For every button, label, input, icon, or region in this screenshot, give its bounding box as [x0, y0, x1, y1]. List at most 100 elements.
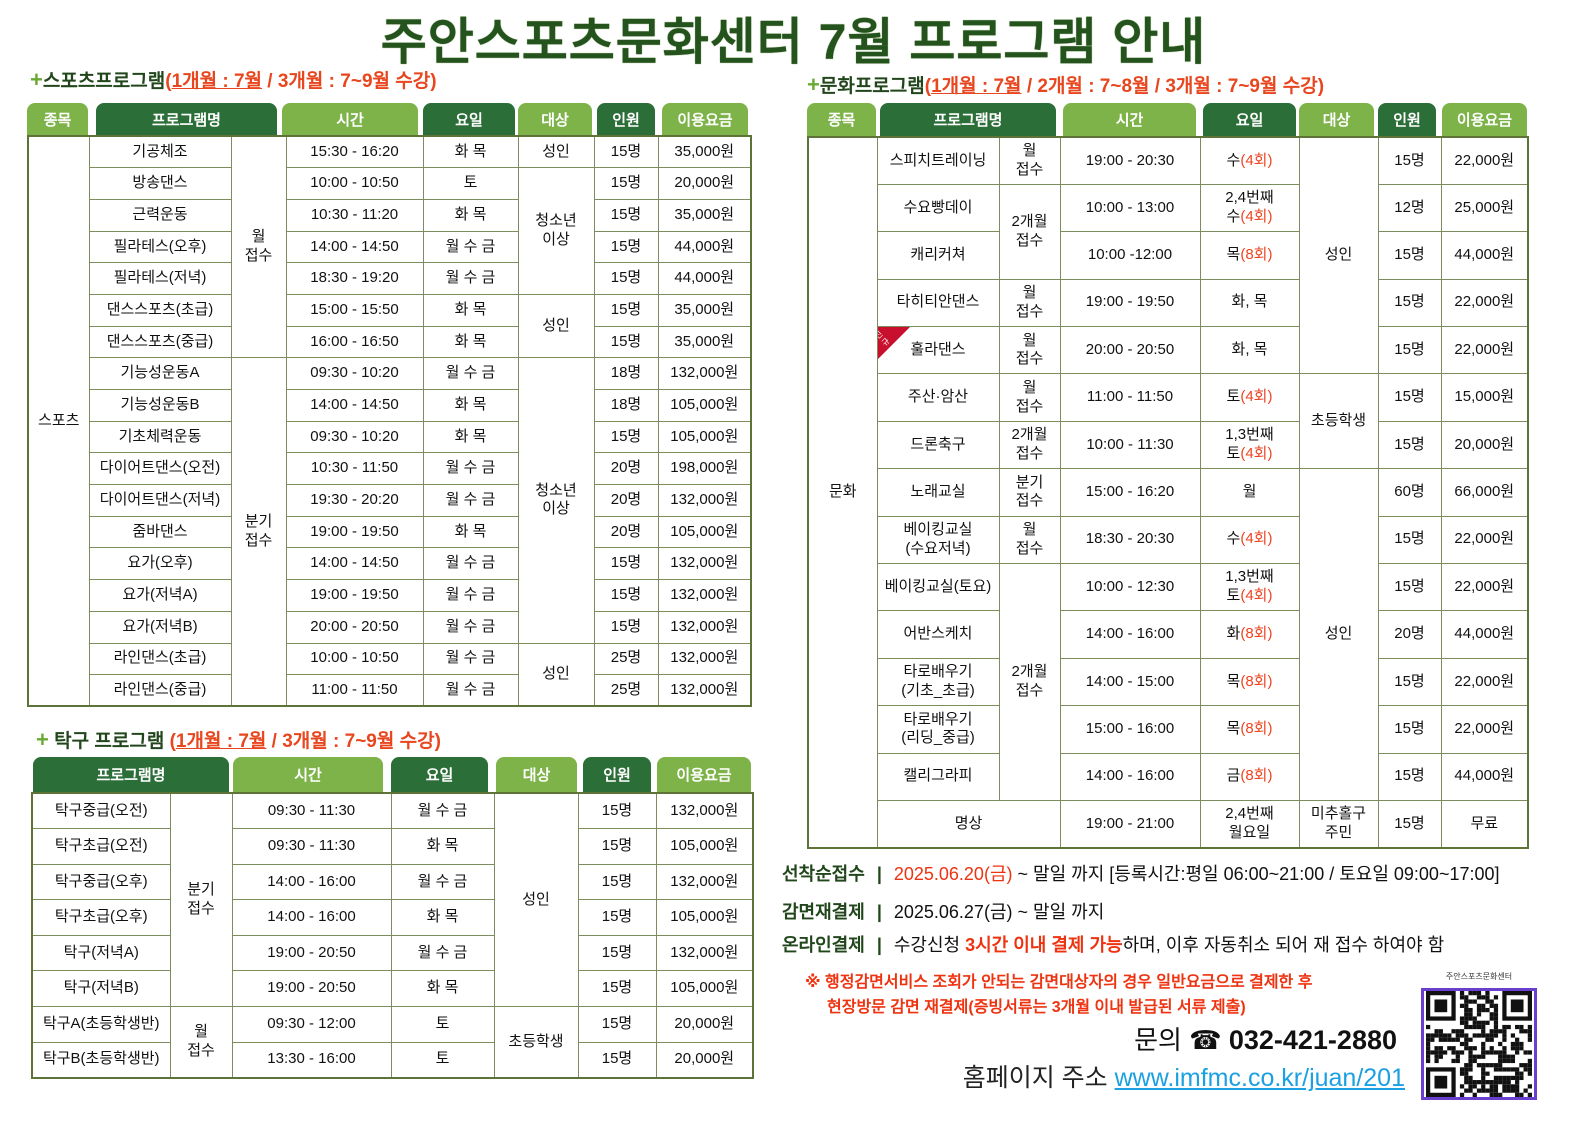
table-cell: 132,000원 — [657, 642, 752, 676]
table-cell: 스피치트레이닝 — [876, 136, 1000, 185]
cell-text: 105,000원 — [670, 979, 739, 997]
table-cell: 132,000원 — [657, 610, 752, 644]
table-cell: 44,000원 — [1440, 231, 1529, 280]
cell-text: 청소년 이상 — [535, 212, 577, 249]
table-row: 타로배우기 (기초_초급) 14:00 - 15:00 목(8회) 15명 22,000… — [808, 657, 1529, 707]
table-cell: 월 접수 — [998, 515, 1061, 565]
table-cell: 성인 — [1298, 468, 1379, 801]
cell-text: 화 목 — [454, 205, 487, 223]
homepage-link[interactable]: www.imfmc.co.kr/juan/201 — [1114, 1064, 1405, 1092]
table-cell: 15명 — [593, 293, 659, 327]
table-cell: 베이킹교실 (수요저녁) — [876, 515, 1000, 565]
cell-text: 20:00 - 20:50 — [1085, 340, 1175, 358]
table-cell: 미추홀구 주민 — [1298, 799, 1379, 849]
table-cell: 15명 — [1377, 231, 1442, 280]
table-cell: 19:00 - 20:30 — [1059, 136, 1201, 185]
table-cell: 목(8회) — [1199, 231, 1300, 280]
table-cell: 18:30 - 19:20 — [285, 262, 424, 295]
paren: ( — [924, 76, 932, 97]
table-cell: 15명 — [593, 579, 659, 612]
table-cell: 105,000원 — [655, 828, 754, 865]
qr-code[interactable] — [1421, 988, 1537, 1100]
table-cell: 탁구(저녁B) — [31, 970, 171, 1008]
cell-text: 15명 — [1394, 814, 1425, 832]
cell-text: 월 접수 — [1015, 284, 1044, 320]
table-cell: 노래교실 — [876, 468, 1000, 517]
cell-text: 스피치트레이닝 — [889, 151, 987, 169]
cell-text: 09:30 - 11:30 — [267, 801, 356, 819]
table-cell: 19:00 - 20:50 — [231, 970, 392, 1008]
cell-text: 요가(오후) — [127, 554, 193, 572]
cell-text: 댄스스포츠(초급) — [106, 300, 214, 318]
plus-icon: + — [36, 727, 49, 752]
table-cell: 월 수 금 — [422, 262, 519, 295]
cell-text: 타로배우기 (기초_초급) — [901, 663, 975, 699]
cell-text: 20,000원 — [674, 1014, 735, 1032]
table-cell: 14:00 - 15:00 — [1059, 657, 1201, 707]
cell-text: 44,000원 — [1454, 767, 1515, 785]
table-cell: 2개월 접수 — [998, 420, 1061, 470]
cell-text: 15명 — [601, 943, 633, 961]
cell-text: 22,000원 — [1454, 151, 1515, 169]
table-cell: 132,000원 — [657, 579, 752, 612]
cell-text: 35,000원 — [674, 300, 735, 318]
table-cell: 금(8회) — [1199, 752, 1300, 801]
table-row: 필라테스(저녁) 18:30 - 19:20 월 수 금 15명 44,000원 — [28, 262, 752, 295]
session-count: (8회) — [1240, 246, 1273, 264]
plus-icon: + — [30, 67, 43, 92]
table-tennis-section-heading: + 탁구 프로그램 (1개월 : 7월 / 3개월 : 7~9월 수강) — [36, 726, 441, 753]
session-count: (8회) — [1240, 720, 1273, 737]
cell-text: 베이킹교실(토요) — [884, 577, 992, 595]
cell-text: 105,000원 — [670, 522, 739, 540]
table-cell: 10:00 - 10:50 — [285, 167, 424, 200]
header-time: 시간 — [1063, 103, 1196, 136]
table-cell: 화 목 — [422, 420, 519, 454]
table-cell: 14:00 - 14:50 — [285, 547, 424, 581]
table-cell: 09:30 - 10:20 — [285, 420, 424, 454]
table-cell: 44,000원 — [657, 230, 752, 264]
cell-text: 132,000원 — [670, 801, 739, 819]
cell-text: 22,000원 — [1454, 293, 1515, 311]
table-cell: 1,3번째 토(4회) — [1199, 420, 1300, 470]
cell-text: 초등학생 — [508, 1032, 564, 1050]
table-row: 캐리커쳐 10:00 -12:00 목(8회) 15명 44,000원 — [808, 231, 1529, 280]
table-cell: 월 수 금 — [422, 610, 519, 644]
cell-text: 월 수 금 — [445, 491, 496, 509]
cell-text: 캘리그라피 — [903, 767, 973, 785]
cell-text: 탁구중급(오후) — [54, 872, 148, 890]
cell-text: 22,000원 — [1454, 340, 1515, 358]
cell-text: 타히티안댄스 — [896, 293, 980, 311]
cell-text: 무료 — [1470, 814, 1499, 832]
cell-text: 월 수 금 — [445, 364, 496, 382]
cell-text: 132,000원 — [670, 586, 739, 604]
new-badge-label: 신규 — [877, 329, 892, 349]
table-cell: 근력운동 — [88, 198, 232, 232]
cell-text: 44,000원 — [674, 269, 735, 287]
table-cell: 15명 — [1377, 799, 1442, 849]
cell-text: 다이어트댄스(저녁) — [99, 491, 221, 509]
table-cell: 14:00 - 16:00 — [231, 863, 392, 901]
cell-text: 월 수 금 — [445, 680, 496, 698]
table-cell: 수요빵데이 — [876, 183, 1000, 233]
cell-text: 18:30 - 20:30 — [1085, 530, 1175, 548]
cell-text: 105,000원 — [670, 395, 739, 413]
phone-number[interactable]: 032-421-2880 — [1228, 1025, 1397, 1055]
cell-text: 라인댄스(초급) — [113, 649, 207, 667]
table-cell: 15:00 - 16:00 — [1059, 705, 1201, 754]
table-cell: 09:30 - 12:00 — [231, 1006, 392, 1043]
term-rest: / 3개월 : 7~9월 수강) — [262, 71, 437, 92]
homepage: 홈페이지 주소 www.imfmc.co.kr/juan/201 — [963, 1058, 1405, 1094]
table-cell: 15명 — [593, 135, 659, 169]
table-cell: 15명 — [593, 167, 659, 200]
table-cell: 09:30 - 11:30 — [231, 792, 392, 830]
table-cell: 22,000원 — [1440, 278, 1529, 328]
table-cell: 15명 — [1377, 705, 1442, 754]
table-cell: 월 접수 — [998, 373, 1061, 422]
cell-text: 필라테스(저녁) — [113, 269, 207, 287]
cell-text: 15:00 - 16:20 — [1085, 483, 1175, 501]
text: 수강신청 — [893, 935, 966, 955]
table-cell: 타로배우기 (리딩_중급) — [876, 705, 1000, 754]
cell-text: 금 — [1226, 767, 1241, 785]
cell-text: 20명 — [610, 491, 642, 509]
table-cell: 월 접수 — [998, 326, 1061, 375]
